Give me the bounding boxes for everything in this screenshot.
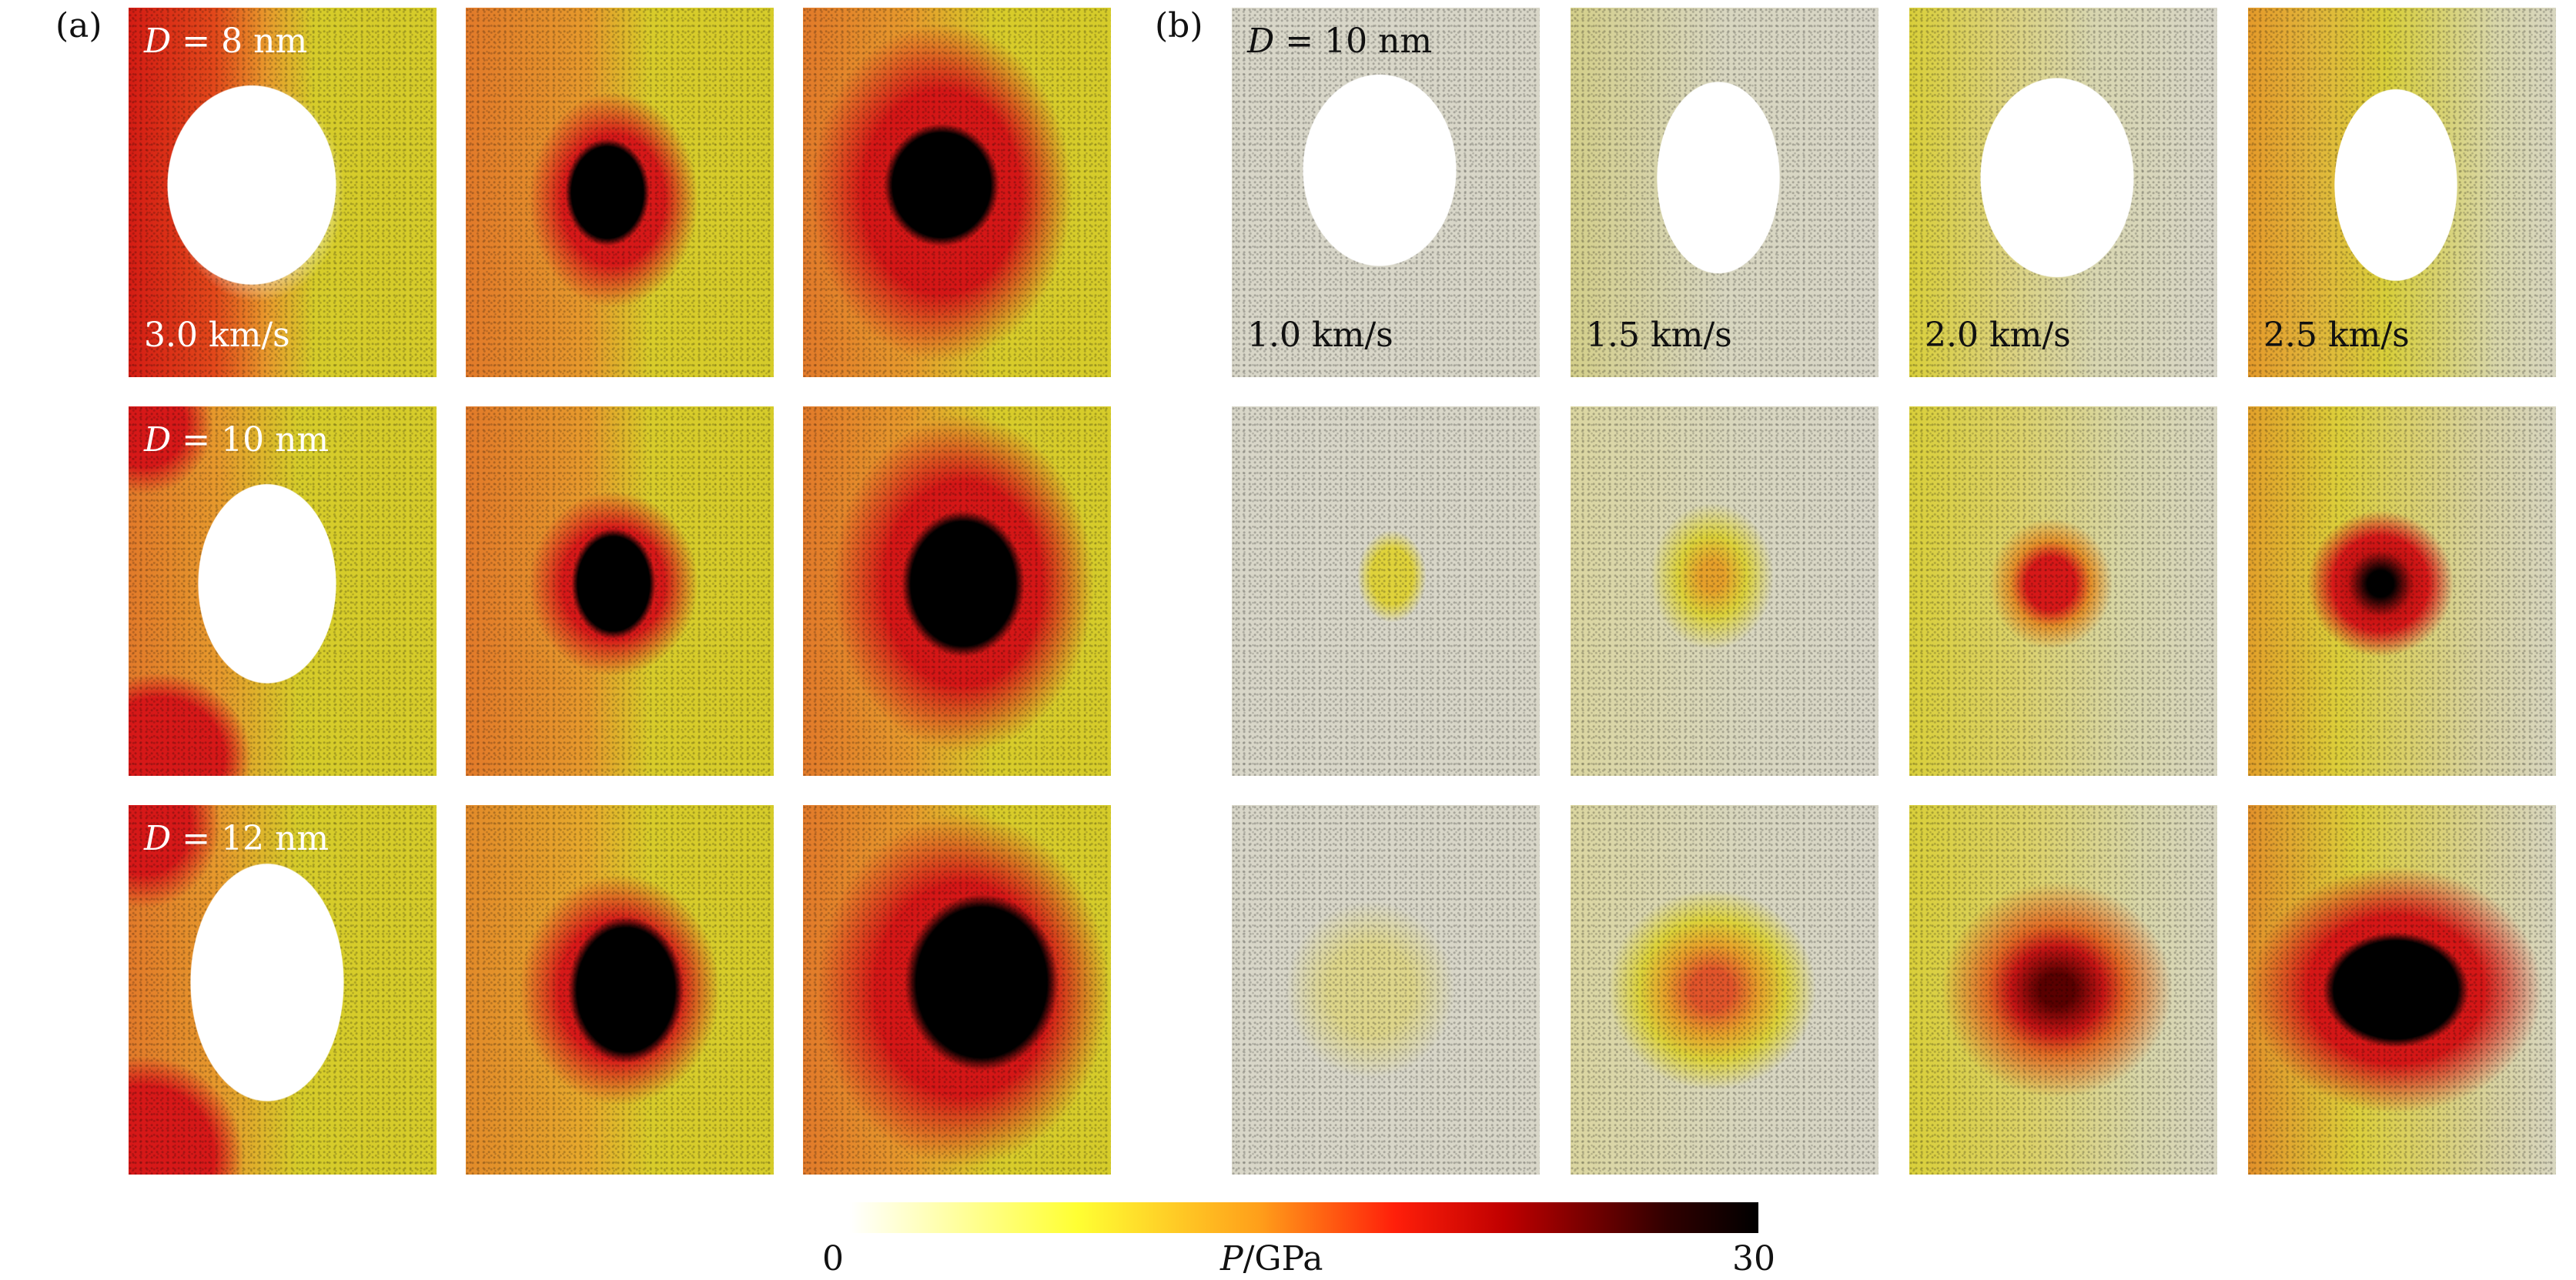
panel-b-row3-col2 xyxy=(1571,805,1878,1175)
panel-b-row2-col2 xyxy=(1571,406,1878,776)
panel-b-row3-col4 xyxy=(2248,805,2556,1175)
panel-a-row3-col1: D = 12 nm xyxy=(129,805,437,1175)
speed-label: 1.0 km/s xyxy=(1247,316,1393,355)
panel-b-row2-col4 xyxy=(2248,406,2556,776)
panel-b-row1-col2: 1.5 km/s xyxy=(1571,8,1878,377)
speed-label: 3.0 km/s xyxy=(144,316,290,355)
panel-b-row1-col4: 2.5 km/s xyxy=(2248,8,2556,377)
speed-label: 2.5 km/s xyxy=(2263,316,2410,355)
panel-b-row2-col3 xyxy=(1909,406,2217,776)
panel-a-label: (a) xyxy=(55,6,102,45)
panel-b-row1-col1: D = 10 nm 1.0 km/s xyxy=(1232,8,1540,377)
panel-a-row2-col2 xyxy=(466,406,774,776)
colorbar-max-label: 30 xyxy=(1732,1239,1775,1278)
row-label: D = 10 nm xyxy=(1247,22,1433,61)
panel-a-row1-col2 xyxy=(466,8,774,377)
colorbar-min-label: 0 xyxy=(822,1239,844,1278)
panel-a-row1-col3 xyxy=(803,8,1111,377)
panel-b-row3-col3 xyxy=(1909,805,2217,1175)
panel-b-label: (b) xyxy=(1155,6,1203,45)
speed-label: 2.0 km/s xyxy=(1925,316,2071,355)
panel-a-row2-col1: D = 10 nm xyxy=(129,406,437,776)
row-label: D = 10 nm xyxy=(144,420,330,460)
panel-b-row2-col1 xyxy=(1232,406,1540,776)
panel-b-row3-col1 xyxy=(1232,805,1540,1175)
row-label: D = 12 nm xyxy=(144,819,330,858)
panel-a-row2-col3 xyxy=(803,406,1111,776)
colorbar xyxy=(850,1202,1758,1233)
row-label: D = 8 nm xyxy=(144,22,308,61)
panel-a-row1-col1: D = 8 nm 3.0 km/s xyxy=(129,8,437,377)
panel-a-row3-col3 xyxy=(803,805,1111,1175)
panel-b-row1-col3: 2.0 km/s xyxy=(1909,8,2217,377)
speed-label: 1.5 km/s xyxy=(1586,316,1732,355)
panel-a-row3-col2 xyxy=(466,805,774,1175)
colorbar-unit-label: P/GPa xyxy=(1220,1239,1323,1278)
